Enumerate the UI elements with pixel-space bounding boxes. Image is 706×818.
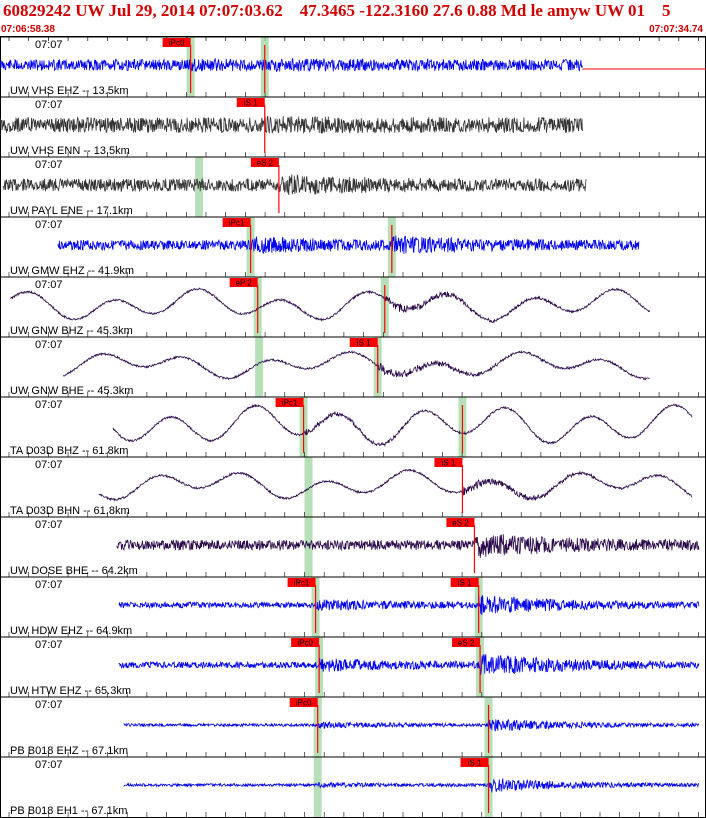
trace-time-label: 07:07 xyxy=(35,219,63,231)
trace-time-label: 07:07 xyxy=(35,279,63,291)
pick-label: iPc1 xyxy=(294,579,310,588)
pick-label: iS 1 xyxy=(468,759,482,768)
pick-label: eS 2 xyxy=(458,639,475,648)
pick-label: iS 1 xyxy=(458,579,472,588)
pick-label: iPc1 xyxy=(282,399,298,408)
station-label: UW HTW EHZ -- 65.3km xyxy=(10,685,131,697)
trace-time-label: 07:07 xyxy=(35,639,63,651)
waveform-trace xyxy=(10,287,650,324)
pick-band xyxy=(255,337,264,397)
pick-label: eS 2 xyxy=(257,159,274,168)
pick-flag xyxy=(236,98,265,107)
station-label: UW GNW BHE -- 45.3km xyxy=(10,385,133,397)
trace-time-label: 07:07 xyxy=(35,759,63,771)
pick-band xyxy=(304,457,313,517)
pick-flag xyxy=(434,458,463,467)
pick-label: iPc0 xyxy=(297,639,313,648)
pick-label: iPc1 xyxy=(229,219,245,228)
pick-flag xyxy=(287,578,316,587)
pick-flag xyxy=(460,758,489,767)
station-label: TA D03D BHZ -- 61.8km xyxy=(10,445,128,457)
station-label: UW VHS EHZ -- 13.5km xyxy=(10,85,129,97)
trace-time-label: 07:07 xyxy=(35,99,63,111)
waveform-trace xyxy=(57,235,640,254)
station-label: UW DOSE BHE -- 64.2km xyxy=(10,565,138,577)
station-label: UW GMW EHZ -- 41.9km xyxy=(10,265,134,277)
station-label: PB B018 EHZ -- 67.1km xyxy=(10,745,128,757)
pick-label: iS 1 xyxy=(442,459,456,468)
pick-flag xyxy=(250,158,279,167)
pick-flag xyxy=(229,278,258,287)
waveform-trace xyxy=(118,595,700,616)
pick-label: iS 1 xyxy=(357,339,371,348)
pick-flag xyxy=(222,218,251,227)
pick-flag xyxy=(275,398,304,407)
pick-flag xyxy=(446,518,475,527)
pick-flag xyxy=(452,638,481,647)
trace-time-label: 07:07 xyxy=(35,519,63,531)
waveform-trace xyxy=(0,115,583,134)
waveform-trace xyxy=(123,778,700,793)
pick-band xyxy=(195,157,204,217)
station-label: TA D03D BHN -- 61.8km xyxy=(10,505,130,517)
waveform-trace xyxy=(0,57,583,73)
trace-time-label: 07:07 xyxy=(35,579,63,591)
trace-time-label: 07:07 xyxy=(35,39,63,51)
pick-band xyxy=(313,757,322,817)
trace-time-label: 07:07 xyxy=(35,339,63,351)
end-time-label: 07:07:34.74 xyxy=(649,24,703,35)
waveform-trace xyxy=(63,350,650,381)
waveform-trace xyxy=(123,718,700,732)
start-time-label: 07:06:58.38 xyxy=(1,24,55,35)
pick-label: iPc0 xyxy=(169,39,185,48)
event-header: 60829242 UW Jul 29, 2014 07:07:03.62 47.… xyxy=(0,0,706,36)
station-label: UW HDW EHZ -- 64.9km xyxy=(10,625,132,637)
trace-time-label: 07:07 xyxy=(35,399,63,411)
pick-flag xyxy=(291,638,320,647)
station-label: UW PAYL ENE -- 17.1km xyxy=(10,205,133,217)
station-label: PB B018 EH1 -- 67.1km xyxy=(10,805,127,817)
station-label: UW VHS ENN -- 13.5km xyxy=(10,145,130,157)
pick-band xyxy=(304,517,313,577)
waveform-trace xyxy=(3,174,587,195)
trace-time-label: 07:07 xyxy=(35,159,63,171)
pick-label: eS 2 xyxy=(452,519,469,528)
trace-time-label: 07:07 xyxy=(35,699,63,711)
waveform-trace xyxy=(118,654,700,675)
pick-flag xyxy=(450,578,479,587)
pick-flag xyxy=(162,38,191,47)
waveform-trace xyxy=(98,468,693,502)
pick-label: eP 2 xyxy=(236,279,253,288)
station-label: UW GNW BHZ -- 45.3km xyxy=(10,325,133,337)
waveform-trace xyxy=(112,403,693,448)
event-title: 60829242 UW Jul 29, 2014 07:07:03.62 47.… xyxy=(3,1,671,20)
trace-time-label: 07:07 xyxy=(35,459,63,471)
pick-label: iS 1 xyxy=(244,99,258,108)
waveform-trace xyxy=(116,534,700,558)
pick-label: iPc0 xyxy=(296,699,312,708)
pick-flag xyxy=(289,698,318,707)
pick-flag xyxy=(349,338,378,347)
